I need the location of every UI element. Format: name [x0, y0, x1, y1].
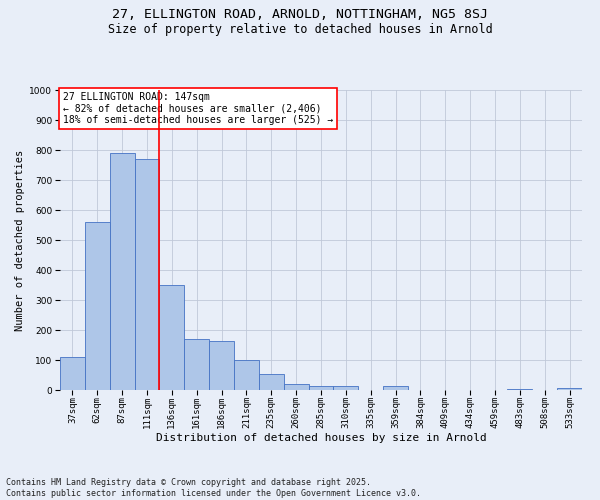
Y-axis label: Number of detached properties: Number of detached properties: [15, 150, 25, 330]
Bar: [160, 285, 184, 390]
Text: 27 ELLINGTON ROAD: 147sqm
← 82% of detached houses are smaller (2,406)
18% of se: 27 ELLINGTON ROAD: 147sqm ← 82% of detac…: [62, 92, 333, 124]
Bar: [508, 388, 532, 390]
Bar: [383, 386, 408, 390]
Bar: [85, 222, 110, 390]
Bar: [259, 374, 284, 390]
Text: Contains HM Land Registry data © Crown copyright and database right 2025.
Contai: Contains HM Land Registry data © Crown c…: [6, 478, 421, 498]
Bar: [184, 339, 209, 390]
Bar: [110, 153, 134, 390]
Text: 27, ELLINGTON ROAD, ARNOLD, NOTTINGHAM, NG5 8SJ: 27, ELLINGTON ROAD, ARNOLD, NOTTINGHAM, …: [112, 8, 488, 20]
Bar: [134, 159, 160, 390]
Bar: [209, 340, 234, 390]
Bar: [334, 386, 358, 390]
Bar: [308, 386, 334, 390]
X-axis label: Distribution of detached houses by size in Arnold: Distribution of detached houses by size …: [155, 432, 487, 442]
Bar: [234, 360, 259, 390]
Bar: [284, 384, 308, 390]
Text: Size of property relative to detached houses in Arnold: Size of property relative to detached ho…: [107, 22, 493, 36]
Bar: [557, 388, 582, 390]
Bar: [60, 357, 85, 390]
